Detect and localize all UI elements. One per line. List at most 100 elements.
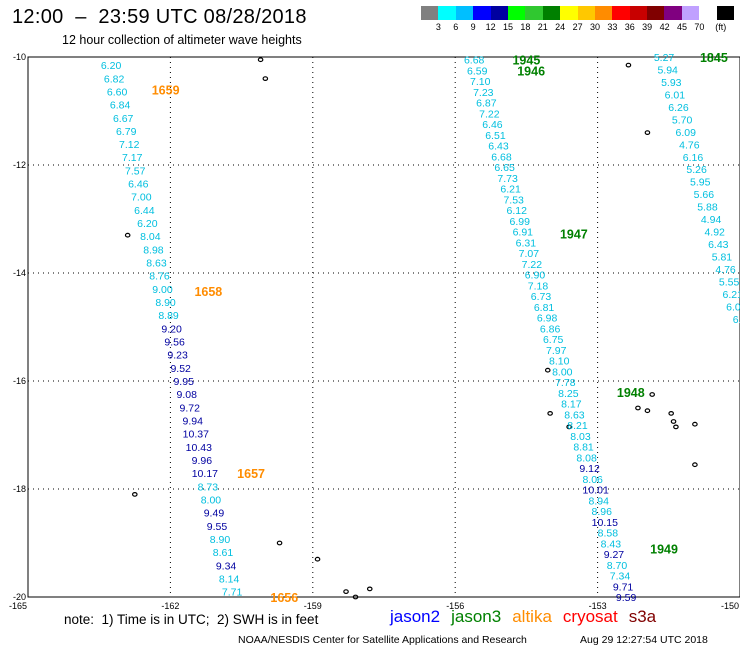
wave-height-value: 8.63 [564,409,585,421]
map-title: 12:00 – 23:59 UTC 08/28/2018 [12,6,307,28]
satellite-tracks: 6.206.826.606.846.676.797.127.177.576.46… [101,51,740,605]
wave-height-value: 8.08 [576,452,597,464]
wave-height-value: 4.76 [679,139,700,151]
satellite-key-jason3: jason3 [451,607,502,626]
pass-time-label: 1948 [617,386,645,400]
wave-height-value: 6.21 [500,184,521,196]
wave-height-value: 6.46 [482,119,503,131]
wave-height-value: 6.51 [485,130,506,142]
satellite-key-cryosat: cryosat [562,607,618,626]
wave-height-value: 9.49 [204,508,225,520]
jason3-track-2: 5.275.945.936.016.265.706.094.766.165.26… [654,51,740,326]
wave-height-value: 8.63 [146,258,167,270]
legend-swatch [507,6,526,20]
island-outline [635,405,641,411]
wave-height-value: 5.81 [712,252,733,264]
footer-timestamp: Aug 29 12:27:54 UTC 2018 [580,634,708,646]
legend-swatch [699,6,717,20]
island-outline [132,492,138,497]
wave-height-value: 6.84 [110,100,131,112]
legend-swatch [664,6,682,20]
wave-height-value: 6.20 [101,60,122,72]
wave-height-value: 4.92 [704,227,725,239]
wave-height-value: 6.43 [488,141,509,153]
islands-layer [124,57,698,600]
wave-height-value: 6.73 [531,291,552,303]
wave-height-value: 6.0 [733,314,740,326]
island-outline [692,462,698,468]
wave-height-value: 8.70 [607,560,628,572]
wave-height-value: 8.03 [570,431,591,443]
wave-height-value: 10.15 [592,517,618,529]
island-outline [262,76,269,81]
pass-time-label: 1949 [650,542,678,556]
wave-height-value: 9.23 [167,350,188,362]
wave-height-value: 6.82 [104,73,125,85]
wave-height-value: 8.90 [155,297,176,309]
wave-height-value: 9.55 [207,521,228,533]
island-outline [343,589,349,594]
wave-height-value: 8.73 [198,481,219,493]
island-outline [566,424,572,430]
wave-height-value: 5.94 [657,64,678,76]
pass-time-label: 1658 [194,285,222,299]
island-outline [544,367,551,373]
wave-height-value: 7.97 [546,345,567,357]
wave-height-value: 5.88 [697,202,718,214]
legend-swatch [681,6,700,20]
legend-swatch [473,6,491,20]
wave-height-value: 6.81 [534,302,555,314]
wave-height-value: 4.76 [715,264,736,276]
wave-height-value: 7.22 [479,108,500,120]
legend-label: 9 [470,22,476,32]
wave-height-value: 6.65 [494,162,515,174]
legend-label: 45 [676,22,688,32]
wave-height-value: 8.00 [201,494,222,506]
pass-time-label: 1945 [512,54,540,68]
legend-label: 30 [589,22,601,32]
legend-swatch [525,6,543,20]
island-outline [644,408,651,414]
lat-tick-label: -18 [13,484,26,494]
wave-height-value: 6.68 [464,55,485,67]
lon-tick-label: -150 [721,601,739,611]
island-outline [668,411,674,416]
wave-height-value: 9.96 [192,455,213,467]
footer-note: note: 1) Time is in UTC; 2) SWH is in fe… [64,612,319,627]
legend-swatch [455,6,474,20]
legend-swatch [438,6,456,20]
pass-time-label: 1656 [270,591,298,605]
wave-height-value: 8.21 [567,420,588,432]
wave-height-value: 6.20 [137,218,158,230]
legend-label: 21 [537,22,548,32]
legend-label: 12 [485,22,496,32]
lat-tick-label: -20 [13,592,26,602]
island-outline [366,586,373,592]
lat-tick-label: -14 [13,268,26,278]
wave-height-value: 5.66 [694,189,715,201]
wave-height-value: 9.34 [216,560,237,572]
wave-height-value: 6.99 [510,216,531,228]
wave-height-value: 6.59 [467,65,488,77]
pass-time-label: 1845 [700,51,728,65]
wave-height-value: 6.21 [723,289,740,301]
wave-height-value: 6.16 [683,152,704,164]
wave-height-value: 7.07 [519,248,540,260]
wave-height-value: 8.58 [598,528,619,540]
wave-height-value: 8.98 [143,244,164,256]
lat-tick-label: -16 [13,376,26,386]
wave-height-value: 7.71 [222,587,243,599]
legend-label: (ft) [715,22,727,32]
wave-height-value: 6.67 [113,113,134,125]
pass-time-label: 1657 [237,467,265,481]
wave-height-value: 10.17 [192,468,218,480]
wave-height-value: 9.08 [176,389,197,401]
wave-height-value: 6.68 [491,151,512,163]
wave-height-value: 7.12 [119,139,140,151]
legend-swatch [542,6,561,20]
wave-height-value: 8.76 [149,271,170,283]
legend-label: 39 [642,22,653,32]
jason3-track-1: 6.686.597.107.236.877.226.466.516.436.68… [464,54,678,604]
wave-height-value: 8.25 [558,388,579,400]
wave-height-value: 5.26 [686,164,707,176]
